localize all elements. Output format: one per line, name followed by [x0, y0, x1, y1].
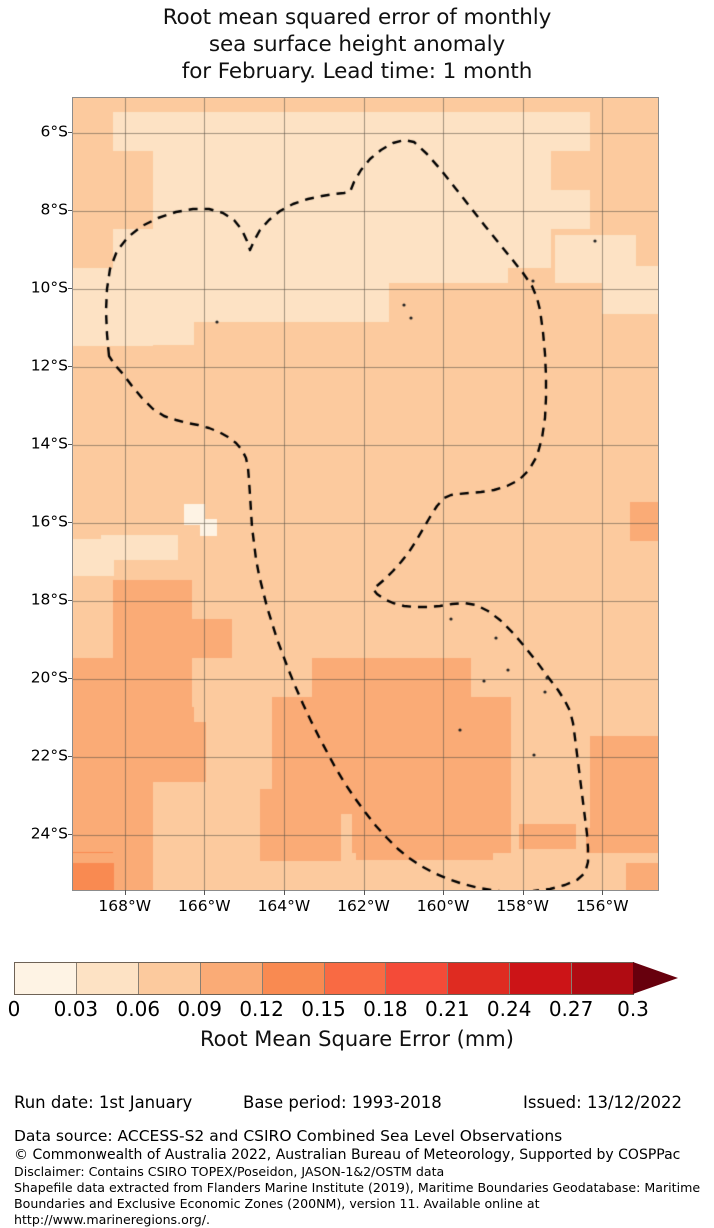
colorbar-segment-2	[138, 963, 201, 994]
colorbar-segment-8	[510, 963, 573, 994]
colorbar-tick-0: 0	[7, 997, 21, 1021]
colorbar-tick-4: 0.12	[239, 997, 284, 1021]
lon-tick-mark-4	[443, 890, 445, 895]
colorbar-title: Root Mean Square Error (mm)	[200, 1027, 514, 1051]
chart-title-line-2: sea surface height anomaly	[208, 32, 506, 57]
lat-tick-mark-1	[68, 210, 73, 212]
lat-tick-mark-9	[68, 834, 73, 836]
lat-tick-mark-3	[68, 366, 73, 368]
metadata-row: Run date: 1st January Base period: 1993-…	[0, 1094, 714, 1118]
lon-tick-label-0: 168°W	[98, 897, 152, 915]
latitude-axis: 6°S 8°S 10°S 12°S 14°S 16°S 18°S 20°S 22°S 24°S	[0, 97, 73, 889]
lat-tick-label-9: 24°S	[30, 824, 68, 843]
lat-tick-label-2: 10°S	[30, 278, 68, 297]
copyright-text: © Commonwealth of Australia 2022, Austra…	[14, 1147, 681, 1163]
lon-tick-mark-3	[363, 890, 365, 895]
colorbar-tick-2: 0.06	[115, 997, 161, 1021]
colorbar-segment-6	[386, 963, 449, 994]
lon-tick-label-4: 160°W	[416, 897, 470, 915]
colorbar-segment-4	[262, 963, 325, 994]
colorbar-segment-1	[76, 963, 139, 994]
colorbar-tick-5: 0.15	[301, 997, 346, 1021]
lat-tick-label-5: 16°S	[30, 512, 68, 531]
lon-tick-mark-6	[602, 890, 604, 895]
lat-tick-mark-5	[68, 522, 73, 524]
data-source-text: Data source: ACCESS-S2 and CSIRO Combine…	[14, 1127, 563, 1145]
lat-tick-mark-2	[68, 288, 73, 290]
colorbar-tick-8: 0.24	[486, 997, 532, 1021]
lat-tick-mark-4	[68, 444, 73, 446]
map-plot-area[interactable]	[72, 97, 659, 891]
colorbar-segment-9	[572, 963, 634, 994]
lon-tick-label-2: 164°W	[257, 897, 311, 915]
lat-tick-label-4: 14°S	[30, 434, 68, 453]
lat-tick-label-6: 18°S	[30, 590, 68, 609]
lon-tick-mark-1	[204, 890, 206, 895]
shapefile-text-2: Boundaries and Exclusive Economic Zones …	[14, 1196, 540, 1227]
lat-tick-label-1: 8°S	[40, 200, 68, 219]
footer-block: Data source: ACCESS-S2 and CSIRO Combine…	[14, 1126, 704, 1228]
run-date-text: Run date: 1st January	[14, 1093, 193, 1112]
chart-title: Root mean squared error of monthly sea s…	[0, 4, 714, 85]
lon-tick-mark-0	[124, 890, 126, 895]
lat-tick-mark-6	[68, 600, 73, 602]
colorbar: Root Mean Square Error (mm) 0 0.03 0.06 0.0…	[0, 955, 714, 1060]
longitude-axis: 168°W 166°W 164°W 162°W 160°W 158°W 156°W	[72, 890, 659, 930]
colorbar-tick-7: 0.21	[425, 997, 470, 1021]
lat-tick-label-3: 12°S	[30, 356, 68, 375]
colorbar-tick-10: 0.3	[617, 997, 649, 1021]
issued-date-text: Issued: 13/12/2022	[523, 1093, 683, 1112]
colorbar-segment-7	[448, 963, 511, 994]
lon-tick-label-1: 166°W	[177, 897, 231, 915]
eez-boundary-line	[73, 98, 658, 890]
lat-tick-label-0: 6°S	[40, 122, 68, 141]
disclaimer-text: Disclaimer: Contains CSIRO TOPEX/Poseido…	[14, 1164, 445, 1179]
lon-tick-label-6: 156°W	[575, 897, 629, 915]
lat-tick-mark-7	[68, 678, 73, 680]
colorbar-tick-3: 0.09	[177, 997, 222, 1021]
lon-tick-mark-5	[522, 890, 524, 895]
lat-tick-mark-8	[68, 756, 73, 758]
colorbar-tick-6: 0.18	[363, 997, 408, 1021]
colorbar-segment-5	[324, 963, 387, 994]
chart-title-line-1: Root mean squared error of monthly	[162, 5, 552, 30]
colorbar-tick-1: 0.03	[53, 997, 99, 1021]
colorbar-tick-9: 0.27	[548, 997, 594, 1021]
lat-tick-label-8: 22°S	[30, 746, 68, 765]
lat-tick-label-7: 20°S	[30, 668, 68, 687]
lat-tick-mark-0	[68, 132, 73, 134]
colorbar-gradient[interactable]	[14, 962, 634, 995]
colorbar-segment-3	[200, 963, 263, 994]
lon-tick-label-3: 162°W	[337, 897, 390, 915]
chart-title-line-3: for February. Lead time: 1 month	[181, 59, 533, 84]
lon-tick-label-5: 158°W	[496, 897, 550, 915]
lon-tick-mark-2	[283, 890, 285, 895]
base-period-text: Base period: 1993-2018	[243, 1093, 442, 1112]
colorbar-segment-0	[15, 963, 77, 994]
shapefile-text-1: Shapefile data extracted from Flanders M…	[14, 1180, 701, 1195]
colorbar-extend-arrow-icon	[633, 962, 678, 994]
